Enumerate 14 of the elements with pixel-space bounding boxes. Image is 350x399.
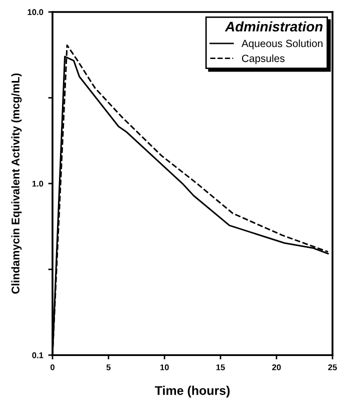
x-axis-title: Time (hours) [154,386,230,398]
x-tick-label: 0 [50,364,54,370]
y-tick-label: 1.0 [32,180,44,187]
y-axis-title: Clindamycin Equivalent Activity (mcg/mL) [11,73,22,294]
y-tick-label: 0.1 [32,352,44,358]
x-tick-label: 25 [328,364,337,370]
x-tick-label: 10 [160,364,169,370]
legend-label: Capsules [242,54,285,64]
y-tick-label: 10.0 [28,9,44,16]
x-tick-label: 20 [272,364,281,370]
x-tick-label: 5 [106,364,111,370]
legend-title: Administration [224,21,323,32]
x-tick-label: 15 [216,364,225,370]
legend-label: Aqueous Solution [241,40,322,50]
